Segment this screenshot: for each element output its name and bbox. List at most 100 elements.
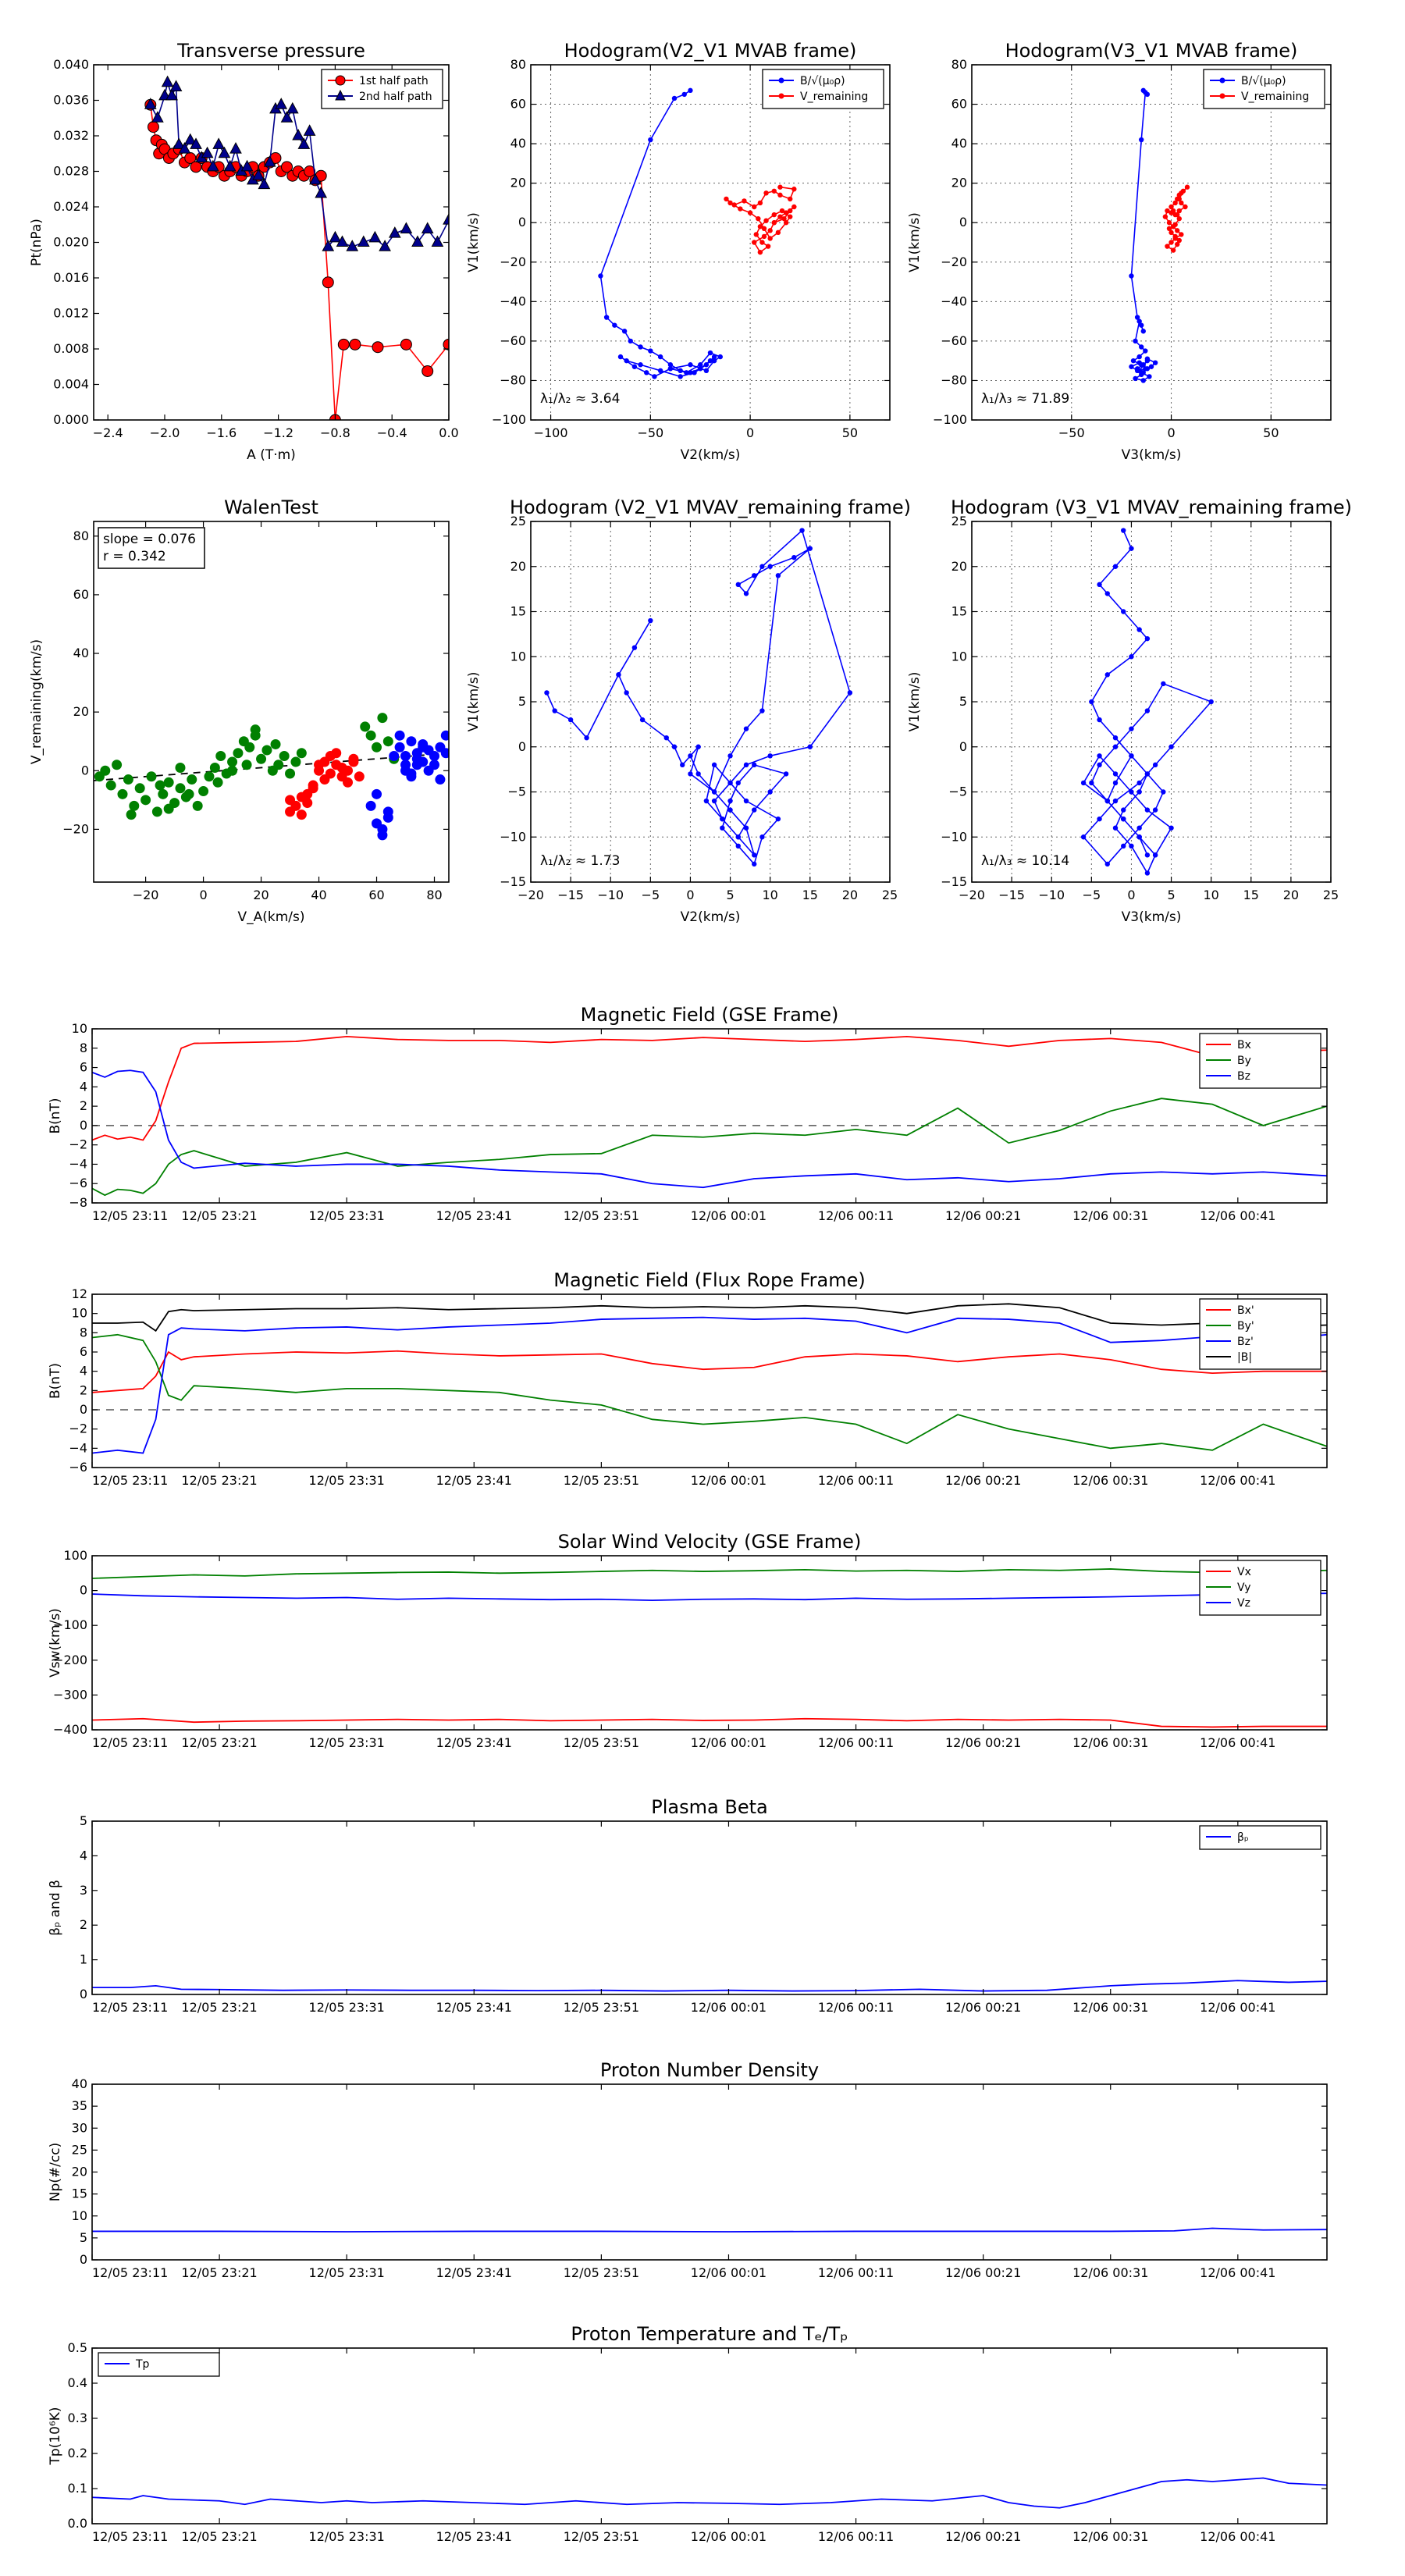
y-tick-label: 0.032 (53, 128, 89, 143)
data-point (777, 192, 783, 198)
y-tick-label: −2 (69, 1421, 87, 1436)
data-point (431, 235, 444, 247)
x-tick-label: −50 (637, 425, 663, 440)
data-point (1139, 344, 1144, 350)
data-point (621, 329, 628, 334)
data-point (1134, 315, 1140, 320)
data-point (1170, 247, 1176, 253)
data-point (204, 771, 215, 782)
legend-label: Bx' (1237, 1304, 1254, 1317)
data-point (763, 190, 769, 196)
x-tick-label: 15 (1243, 888, 1259, 902)
data-point (743, 825, 749, 831)
data-point (382, 736, 393, 747)
data-point (1166, 220, 1172, 226)
x-tick-label: 12/06 00:31 (1072, 1473, 1148, 1488)
data-point (684, 370, 689, 375)
data-point (624, 358, 629, 364)
data-point (644, 370, 649, 375)
data-point (707, 350, 713, 356)
x-tick-label: 12/06 00:11 (818, 1208, 894, 1223)
y-axis-label: Tp(10⁶K) (48, 2407, 63, 2465)
series-line (92, 1069, 1327, 1189)
y-tick-label: −80 (941, 372, 967, 387)
y-tick-label: 60 (951, 97, 967, 112)
legend-label: Vy (1237, 1582, 1251, 1594)
x-tick-label: −100 (534, 425, 568, 440)
data-point (315, 186, 328, 198)
y-tick-label: 0.040 (53, 57, 89, 72)
data-point (1112, 771, 1119, 777)
data-point (761, 233, 767, 240)
data-point (377, 713, 388, 724)
data-point (1089, 699, 1094, 705)
y-tick-label: 1 (80, 1952, 87, 1967)
y-tick-label: −10 (500, 829, 526, 844)
y-tick-label: 0.024 (53, 199, 89, 214)
data-point (681, 91, 687, 98)
data-point (757, 224, 763, 229)
data-point (1140, 362, 1146, 368)
legend: B/√(μ₀ρ) V_remaining (1203, 69, 1325, 109)
data-point (368, 230, 382, 243)
plot-area (92, 1303, 1327, 1454)
y-tick-label: 0.3 (68, 2411, 87, 2425)
x-tick-label: 0 (686, 888, 694, 902)
x-tick-label: 12/06 00:21 (945, 2000, 1021, 2015)
y-axis-label: Pt(nPa) (29, 219, 44, 266)
data-point (807, 744, 813, 749)
data-point (1143, 366, 1148, 372)
data-point (365, 800, 376, 811)
x-tick-label: 0 (199, 888, 207, 902)
data-point (155, 780, 165, 791)
data-point (1129, 654, 1134, 660)
data-point (1179, 232, 1184, 237)
y-tick-label: −20 (62, 821, 89, 836)
data-point (771, 188, 777, 194)
data-point (175, 763, 186, 774)
data-point (192, 800, 203, 811)
legend-box (762, 69, 884, 109)
chart-title: Solar Wind Velocity (GSE Frame) (558, 1531, 862, 1553)
data-point (807, 546, 813, 551)
x-tick-label: 12/06 00:41 (1200, 1735, 1275, 1750)
data-point (771, 212, 777, 218)
x-tick-label: 25 (1323, 888, 1339, 902)
data-point (628, 338, 633, 344)
data-point (201, 146, 214, 158)
x-tick-label: −10 (597, 888, 624, 902)
data-point (688, 87, 693, 94)
data-point (435, 774, 446, 785)
plot-area (972, 65, 1331, 420)
y-tick-label: −6 (69, 1460, 87, 1475)
data-point (631, 645, 638, 650)
data-point (105, 780, 116, 791)
data-point (1179, 190, 1184, 196)
legend-label: βₚ (1237, 1831, 1249, 1844)
data-point (379, 240, 391, 251)
data-point (771, 220, 777, 226)
data-point (1097, 762, 1102, 768)
data-point (767, 789, 773, 795)
data-point (165, 88, 178, 101)
y-tick-label: 4 (80, 1364, 87, 1379)
x-tick-label: 12/06 00:11 (818, 2265, 894, 2280)
data-point (767, 753, 773, 759)
data-point (742, 198, 747, 204)
panel-tp: Proton Temperature and Tₑ/Tₚ 12/05 23:11 1… (48, 2323, 1328, 2544)
y-tick-label: −300 (53, 1687, 87, 1702)
data-point (617, 354, 624, 360)
y-tick-label: 40 (951, 136, 967, 151)
data-point (184, 151, 197, 164)
x-tick-label: 12/05 23:21 (181, 1735, 257, 1750)
y-tick-label: 20 (951, 559, 967, 574)
stats-box (98, 527, 205, 569)
data-point (227, 756, 238, 767)
series-line (150, 105, 449, 420)
data-point (727, 753, 733, 759)
plot-area (94, 713, 449, 841)
y-tick-label: 10 (72, 1021, 87, 1036)
plot-area (92, 1568, 1327, 1728)
x-tick-label: 12/05 23:21 (181, 1473, 257, 1488)
data-point (400, 222, 413, 233)
